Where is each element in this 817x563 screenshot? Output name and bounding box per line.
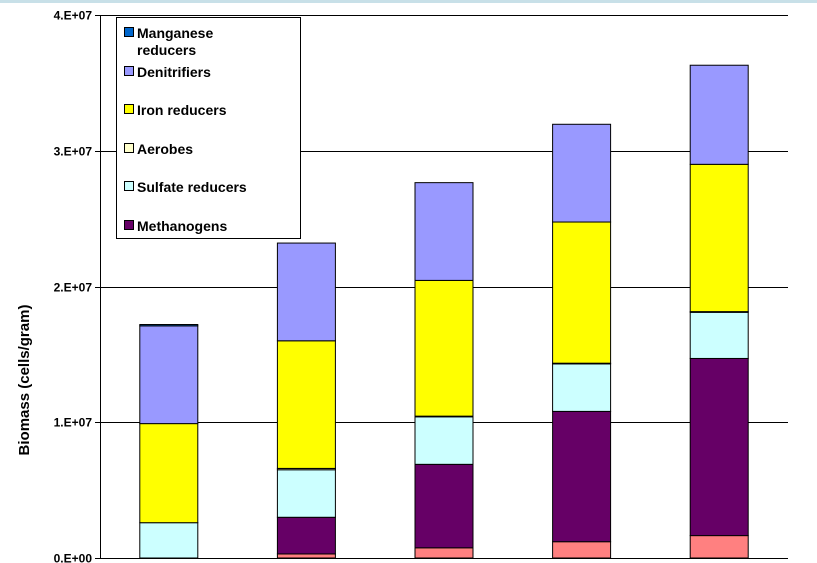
bar-5-iron-segment xyxy=(689,163,749,313)
bar-2-iron-segment xyxy=(276,340,336,469)
legend-swatch-aerobes xyxy=(124,143,134,153)
y-axis-label: Biomass (cells/gram) xyxy=(16,305,33,456)
bar-2-sulfate-segment xyxy=(276,469,336,518)
legend-label-manganese-line2: reducers xyxy=(137,42,196,58)
legend-label-sulfate: Sulfate reducers xyxy=(137,179,247,195)
y-tick-label-3: 3.E+07 xyxy=(54,145,93,159)
legend-label-manganese: Manganese xyxy=(137,25,213,41)
y-tick-label-2: 2.E+07 xyxy=(54,281,93,295)
bar-2-unlabeled-segment xyxy=(276,553,336,559)
y-tick-label-0: 0.E+00 xyxy=(54,552,93,563)
legend-label-denitrifiers: Denitrifiers xyxy=(137,64,211,80)
legend-label-methanogens: Methanogens xyxy=(137,218,227,234)
bar-1-sulfate-segment xyxy=(139,522,199,559)
bar-3-iron-segment xyxy=(414,279,474,417)
y-tick-labels: 0.E+00 1.E+07 2.E+07 3.E+07 4.E+07 xyxy=(54,9,93,563)
bar-3-methanogens-segment xyxy=(414,463,474,549)
legend-swatch-iron xyxy=(124,104,134,114)
legend-label-aerobes: Aerobes xyxy=(137,141,193,157)
bars xyxy=(139,64,749,559)
bar-3-unlabeled-segment xyxy=(414,547,474,559)
bar-4-iron-segment xyxy=(552,221,612,364)
bar-3-denitrifiers-segment xyxy=(414,182,474,281)
legend-label-iron: Iron reducers xyxy=(137,102,227,118)
bar-5-unlabeled-segment xyxy=(689,535,749,559)
bar-4-denitrifiers-segment xyxy=(552,123,612,223)
bar-2-denitrifiers-segment xyxy=(276,242,336,342)
legend-swatch-methanogens xyxy=(124,220,134,230)
bar-2-methanogens-segment xyxy=(276,516,336,555)
bar-4-sulfate-segment xyxy=(552,363,612,412)
bar-5-sulfate-segment xyxy=(689,311,749,359)
bar-3-sulfate-segment xyxy=(414,416,474,465)
bar-1-denitrifiers-segment xyxy=(139,325,199,425)
y-tick-label-4: 4.E+07 xyxy=(54,9,93,23)
legend-swatch-denitrifiers xyxy=(124,66,134,76)
bar-4-unlabeled-segment xyxy=(552,541,612,559)
legend-swatch-sulfate xyxy=(124,181,134,191)
legend-box xyxy=(116,17,301,239)
bar-5-denitrifiers-segment xyxy=(689,64,749,165)
bar-4-methanogens-segment xyxy=(552,410,612,543)
bar-1-iron-segment xyxy=(139,423,199,524)
bar-5-methanogens-segment xyxy=(689,357,749,537)
y-tick-label-1: 1.E+07 xyxy=(54,416,93,430)
axes xyxy=(95,15,788,559)
bar-1-manganese-segment xyxy=(139,324,199,327)
legend-swatch-manganese xyxy=(124,27,134,37)
